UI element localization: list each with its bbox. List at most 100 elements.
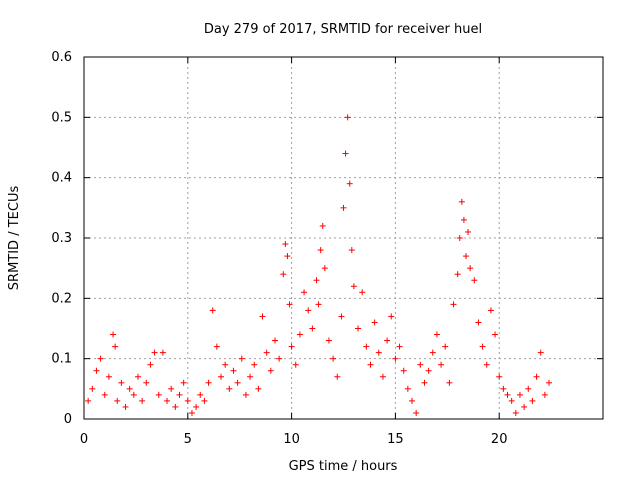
data-point [255, 385, 262, 392]
data-point [325, 337, 332, 344]
data-point [458, 198, 465, 205]
data-point [259, 313, 266, 320]
data-point [282, 241, 289, 248]
data-point [462, 253, 469, 260]
data-point [438, 361, 445, 368]
data-point [525, 385, 532, 392]
y-tick-label: 0.6 [51, 50, 72, 65]
data-point [130, 391, 137, 398]
data-point [97, 355, 104, 362]
data-point [309, 325, 316, 332]
data-point [350, 283, 357, 290]
data-point [508, 397, 515, 404]
data-point [375, 349, 382, 356]
data-point [340, 204, 347, 211]
axis-ticks: 0 0.1 0.2 0.3 0.4 0.5 0.6 0 5 10 15 20 [51, 50, 603, 447]
data-point [379, 373, 386, 380]
data-point [247, 373, 254, 380]
data-point [134, 373, 141, 380]
data-point [184, 397, 191, 404]
data-point [492, 331, 499, 338]
data-point [188, 409, 195, 416]
grid-lines [84, 57, 603, 419]
data-point [496, 373, 503, 380]
data-point [105, 373, 112, 380]
data-point [475, 319, 482, 326]
data-point [529, 397, 536, 404]
data-point [533, 373, 540, 380]
data-point [346, 180, 353, 187]
data-point [456, 235, 463, 241]
data-point [276, 355, 283, 362]
data-point [330, 355, 337, 362]
data-point [230, 367, 237, 374]
data-point [164, 397, 171, 404]
data-point [516, 391, 523, 398]
x-tick-label: 20 [491, 432, 508, 447]
data-point [112, 343, 119, 350]
data-point [367, 361, 374, 368]
data-point [512, 409, 519, 416]
data-point [296, 331, 303, 338]
data-point [400, 367, 407, 374]
data-point [147, 361, 154, 368]
data-point [180, 379, 187, 386]
data-point [344, 114, 351, 121]
data-point [234, 379, 241, 386]
data-point [321, 265, 328, 272]
data-point [454, 271, 461, 278]
data-point [114, 397, 121, 404]
data-point [421, 379, 428, 386]
data-point [460, 216, 467, 223]
x-tick-label: 10 [283, 432, 300, 447]
data-point [442, 343, 449, 350]
data-point [242, 391, 249, 398]
y-tick-label: 0.5 [51, 110, 72, 125]
data-point [110, 331, 117, 338]
data-point [238, 355, 245, 362]
data-point [101, 391, 108, 398]
data-point [409, 397, 416, 404]
y-tick-label: 0 [64, 412, 72, 427]
data-point [126, 385, 133, 392]
data-point [222, 361, 229, 368]
data-point [348, 247, 355, 254]
data-point [546, 379, 553, 386]
data-point [392, 355, 399, 362]
data-point [118, 379, 125, 386]
data-point [205, 379, 212, 386]
data-point [363, 343, 370, 350]
y-tick-label: 0.4 [51, 171, 72, 186]
data-point [213, 343, 220, 350]
data-point [301, 289, 308, 296]
data-point [388, 313, 395, 320]
data-point [521, 403, 528, 410]
data-point [359, 289, 366, 296]
data-point [487, 307, 494, 314]
data-points [85, 114, 553, 416]
data-point [342, 150, 349, 157]
x-axis-label: GPS time / hours [289, 459, 398, 474]
y-tick-label: 0.3 [51, 231, 72, 246]
data-point [155, 391, 162, 398]
data-point [139, 397, 146, 404]
data-point [504, 391, 511, 398]
data-point [288, 343, 295, 350]
data-point [286, 301, 293, 308]
data-point [267, 367, 274, 374]
data-point [429, 349, 436, 356]
data-point [317, 247, 324, 254]
x-tick-label: 5 [184, 432, 192, 447]
data-point [500, 385, 507, 392]
chart-title: Day 279 of 2017, SRMTID for receiver hue… [204, 22, 482, 37]
data-point [271, 337, 278, 344]
data-point [471, 277, 478, 284]
data-point [201, 397, 208, 404]
data-point [280, 271, 287, 278]
data-point [425, 367, 432, 374]
data-point [404, 385, 411, 392]
y-axis-label: SRMTID / TECUs [7, 186, 22, 291]
data-point [465, 228, 472, 235]
y-tick-label: 0.1 [51, 352, 72, 367]
data-point [168, 385, 175, 392]
